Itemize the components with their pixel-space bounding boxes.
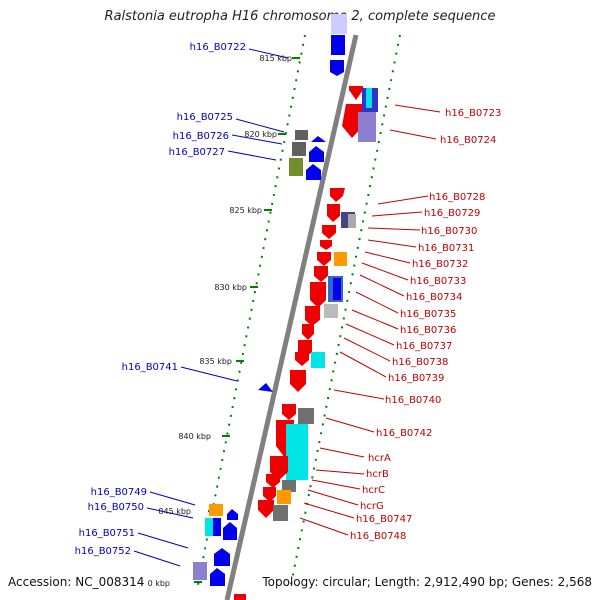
gene-feature[interactable]	[320, 240, 332, 250]
gene-label[interactable]: h16_B0752	[75, 546, 131, 557]
gene-label[interactable]: h16_B0751	[79, 528, 135, 539]
gene-label[interactable]: h16_B0740	[385, 395, 441, 406]
leader-lines-left	[133, 48, 289, 567]
gene-feature[interactable]	[258, 500, 274, 518]
gene-feature[interactable]	[277, 490, 291, 504]
map-title: Ralstonia eutropha H16 chromosome 2, com…	[104, 9, 496, 24]
gene-feature[interactable]	[273, 505, 288, 521]
gene-label[interactable]: h16_B0749	[91, 487, 147, 498]
gene-feature[interactable]	[227, 509, 238, 520]
gene-label[interactable]: h16_B0723	[445, 108, 501, 119]
gene-feature[interactable]	[358, 112, 376, 142]
reverse-strand-features	[193, 14, 347, 586]
gene-label[interactable]: hcrB	[366, 469, 389, 480]
gene-feature[interactable]	[330, 188, 345, 202]
gene-label[interactable]: h16_B0732	[412, 259, 468, 270]
tick-label: 815 kbp	[259, 54, 292, 63]
gene-label[interactable]: h16_B0736	[400, 325, 456, 336]
gene-feature[interactable]	[263, 487, 276, 502]
gene-feature[interactable]	[330, 60, 344, 76]
gene-label[interactable]: h16_B0748	[350, 531, 406, 542]
gene-feature[interactable]	[292, 142, 306, 156]
gene-label[interactable]: h16_B0728	[429, 192, 485, 203]
gene-feature[interactable]	[317, 252, 331, 266]
forward-strand-features	[234, 86, 378, 600]
chromosome-backbone	[224, 34, 359, 600]
leader-lines-right	[299, 104, 441, 536]
gene-feature[interactable]	[282, 404, 296, 420]
gene-feature[interactable]	[214, 548, 230, 566]
gene-feature[interactable]	[306, 164, 321, 180]
gene-feature[interactable]	[298, 408, 314, 424]
gene-label[interactable]: h16_B0726	[173, 131, 229, 142]
gene-feature[interactable]	[311, 352, 325, 368]
gene-feature[interactable]	[311, 136, 326, 142]
gene-feature[interactable]	[290, 370, 306, 392]
gene-feature[interactable]	[282, 480, 296, 492]
gene-label[interactable]: h16_B0731	[418, 243, 474, 254]
gene-label[interactable]: h16_B0737	[396, 341, 452, 352]
gene-feature[interactable]	[309, 146, 324, 162]
topology-info-text: Topology: circular; Length: 2,912,490 bp…	[262, 575, 592, 589]
gene-feature[interactable]	[266, 474, 280, 488]
gene-label[interactable]: h16_B0739	[388, 373, 444, 384]
gene-feature[interactable]	[334, 252, 347, 266]
gene-feature[interactable]	[258, 383, 273, 392]
tick-label: 0 kbp	[148, 579, 170, 588]
gene-label[interactable]: hcrG	[360, 501, 384, 512]
tick-label: 840 kbp	[178, 432, 211, 441]
gene-feature[interactable]	[314, 266, 328, 282]
gene-feature[interactable]	[213, 518, 221, 536]
tick-label: 845 kbp	[158, 507, 191, 516]
gene-feature[interactable]	[322, 225, 336, 239]
gene-label[interactable]: h16_B0725	[177, 112, 233, 123]
gene-label[interactable]: h16_B0734	[406, 292, 462, 303]
gene-label[interactable]: hcrC	[362, 485, 385, 496]
gene-label[interactable]: h16_B0735	[400, 309, 456, 320]
gene-label[interactable]: h16_B0727	[169, 147, 225, 158]
tick-label: 820 kbp	[244, 130, 277, 139]
gene-feature[interactable]	[366, 88, 372, 108]
gene-label[interactable]: h16_B0724	[440, 135, 496, 146]
gene-feature[interactable]	[349, 86, 363, 100]
tick-label: 835 kbp	[199, 357, 232, 366]
gene-feature[interactable]	[286, 424, 308, 480]
gene-label[interactable]: h16_B0733	[410, 276, 466, 287]
gene-label[interactable]: h16_B0742	[376, 428, 432, 439]
gene-feature[interactable]	[289, 158, 303, 176]
gene-feature[interactable]	[333, 278, 341, 300]
accession-text: Accession: NC_008314	[8, 575, 145, 589]
tick-label: 825 kbp	[229, 206, 262, 215]
gene-label[interactable]: h16_B0738	[392, 357, 448, 368]
gene-feature[interactable]	[193, 562, 207, 580]
gene-feature[interactable]	[331, 35, 345, 55]
tick-marks	[194, 57, 300, 583]
gene-feature[interactable]	[210, 568, 225, 586]
gene-label[interactable]: h16_B0747	[356, 514, 412, 525]
gene-feature[interactable]	[327, 204, 340, 222]
gene-label[interactable]: h16_B0722	[190, 42, 246, 53]
gene-feature[interactable]	[324, 304, 338, 318]
gene-label[interactable]: h16_B0741	[122, 362, 178, 373]
gene-feature[interactable]	[234, 594, 246, 600]
gene-feature[interactable]	[223, 522, 237, 540]
gene-feature[interactable]	[305, 306, 320, 326]
gene-label[interactable]: hcrA	[368, 453, 391, 464]
gene-feature[interactable]	[295, 352, 309, 366]
gene-feature[interactable]	[331, 14, 347, 34]
tick-label: 830 kbp	[214, 283, 247, 292]
gene-feature[interactable]	[342, 104, 363, 138]
gene-label[interactable]: h16_B0729	[424, 208, 480, 219]
gene-feature[interactable]	[209, 504, 223, 516]
gene-feature[interactable]	[310, 282, 326, 308]
gene-feature[interactable]	[348, 214, 356, 228]
gene-label[interactable]: h16_B0730	[421, 226, 477, 237]
gene-feature[interactable]	[295, 130, 308, 140]
gene-label[interactable]: h16_B0750	[88, 502, 144, 513]
gene-feature[interactable]	[302, 324, 314, 340]
